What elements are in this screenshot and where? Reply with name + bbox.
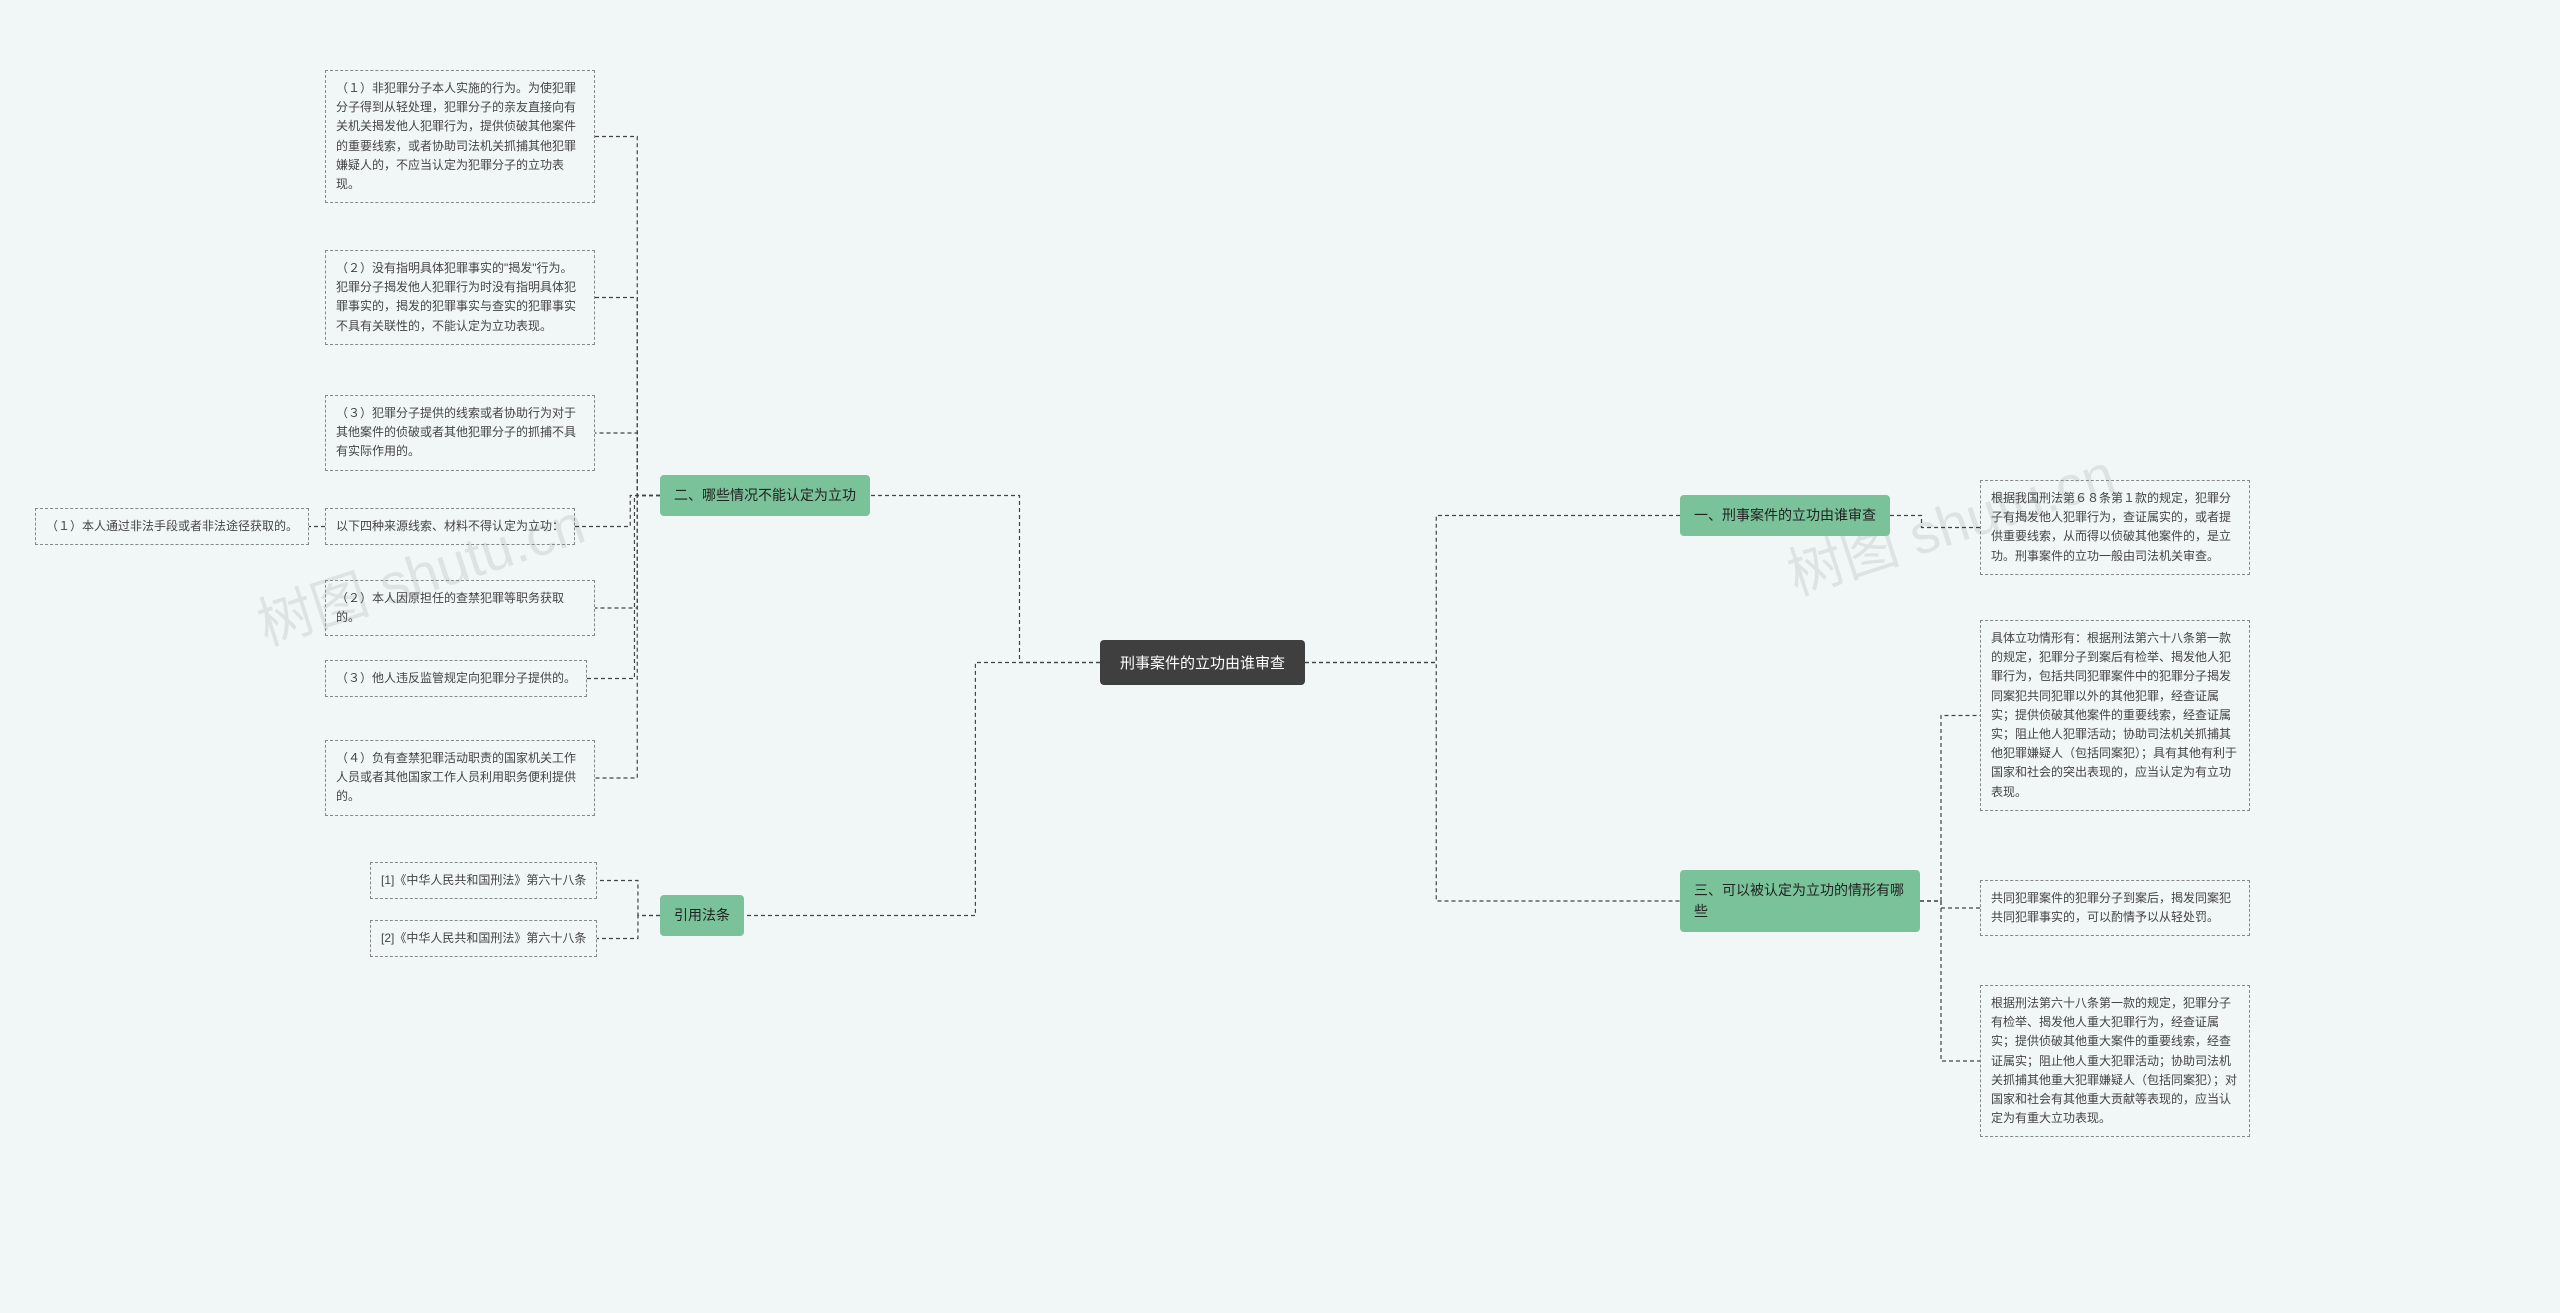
leaf-node: （４）负有查禁犯罪活动职责的国家机关工作人员或者其他国家工作人员利用职务便利提供…: [325, 740, 595, 816]
branch-node: 一、刑事案件的立功由谁审查: [1680, 495, 1890, 536]
leaf-node: 共同犯罪案件的犯罪分子到案后，揭发同案犯共同犯罪事实的，可以酌情予以从轻处罚。: [1980, 880, 2250, 936]
branch-node: 二、哪些情况不能认定为立功: [660, 475, 870, 516]
root-node: 刑事案件的立功由谁审查: [1100, 640, 1305, 685]
branch-node: 引用法条: [660, 895, 744, 936]
leaf-node: （２）没有指明具体犯罪事实的"揭发"行为。犯罪分子揭发他人犯罪行为时没有指明具体…: [325, 250, 595, 345]
leaf-node: 以下四种来源线索、材料不得认定为立功：: [325, 508, 575, 545]
leaf-node: 根据我国刑法第６８条第１款的规定，犯罪分子有揭发他人犯罪行为，查证属实的，或者提…: [1980, 480, 2250, 575]
leaf-node: [2]《中华人民共和国刑法》第六十八条: [370, 920, 597, 957]
mindmap-canvas: 树图 shutu.cn树图 shutu.cn刑事案件的立功由谁审查一、刑事案件的…: [0, 0, 2560, 1313]
leaf-node: （１）非犯罪分子本人实施的行为。为使犯罪分子得到从轻处理，犯罪分子的亲友直接向有…: [325, 70, 595, 203]
leaf-node: （１）本人通过非法手段或者非法途径获取的。: [35, 508, 309, 545]
leaf-node: [1]《中华人民共和国刑法》第六十八条: [370, 862, 597, 899]
leaf-node: 根据刑法第六十八条第一款的规定，犯罪分子有检举、揭发他人重大犯罪行为，经查证属实…: [1980, 985, 2250, 1137]
leaf-node: （２）本人因原担任的查禁犯罪等职务获取的。: [325, 580, 595, 636]
branch-node: 三、可以被认定为立功的情形有哪些: [1680, 870, 1920, 932]
leaf-node: 具体立功情形有：根据刑法第六十八条第一款的规定，犯罪分子到案后有检举、揭发他人犯…: [1980, 620, 2250, 811]
leaf-node: （３）犯罪分子提供的线索或者协助行为对于其他案件的侦破或者其他犯罪分子的抓捕不具…: [325, 395, 595, 471]
leaf-node: （３）他人违反监管规定向犯罪分子提供的。: [325, 660, 587, 697]
